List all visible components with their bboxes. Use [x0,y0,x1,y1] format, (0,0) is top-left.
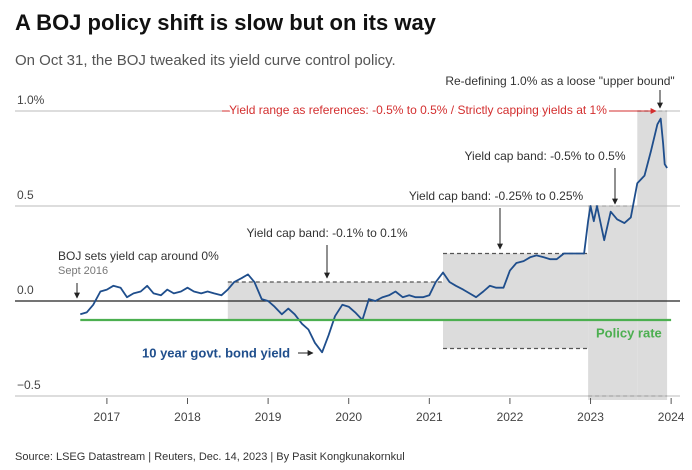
x-tick-label: 2023 [577,410,604,424]
x-tick-label: 2017 [94,410,121,424]
legend-label: 10 year govt. bond yield [142,345,290,360]
chart-title: A BOJ policy shift is slow but on its wa… [15,10,437,35]
annotation: BOJ sets yield cap around 0% [58,249,219,263]
source: Source: LSEG Datastream | Reuters, Dec. … [15,451,405,463]
y-tick-label: 0.5 [17,188,34,202]
y-tick-label: −0.5 [17,378,41,392]
legend-label: Policy rate [596,325,662,340]
x-tick-label: 2019 [255,410,282,424]
y-tick-label: 1.0% [17,93,45,107]
x-tick-label: 2018 [174,410,201,424]
y-tick-label: 0.0 [17,283,34,297]
x-tick-label: 2020 [335,410,362,424]
x-tick-label: 2022 [497,410,524,424]
policy-band [637,111,668,400]
policy-band [588,206,638,400]
subtitle: On Oct 31, the BOJ tweaked its yield cur… [15,52,396,69]
annotation: Yield cap band: -0.5% to 0.5% [465,149,626,163]
annotation: Yield range as references: -0.5% to 0.5%… [229,103,607,117]
annotation: Yield cap band: -0.25% to 0.25% [409,189,584,203]
annotation: Sept 2016 [58,265,108,277]
x-tick-label: 2024 [658,410,685,424]
x-tick-label: 2021 [416,410,443,424]
annotation: Yield cap band: -0.1% to 0.1% [247,226,408,240]
yield-line [80,117,668,354]
annotation: Re-defining 1.0% as a loose "upper bound… [445,74,674,88]
